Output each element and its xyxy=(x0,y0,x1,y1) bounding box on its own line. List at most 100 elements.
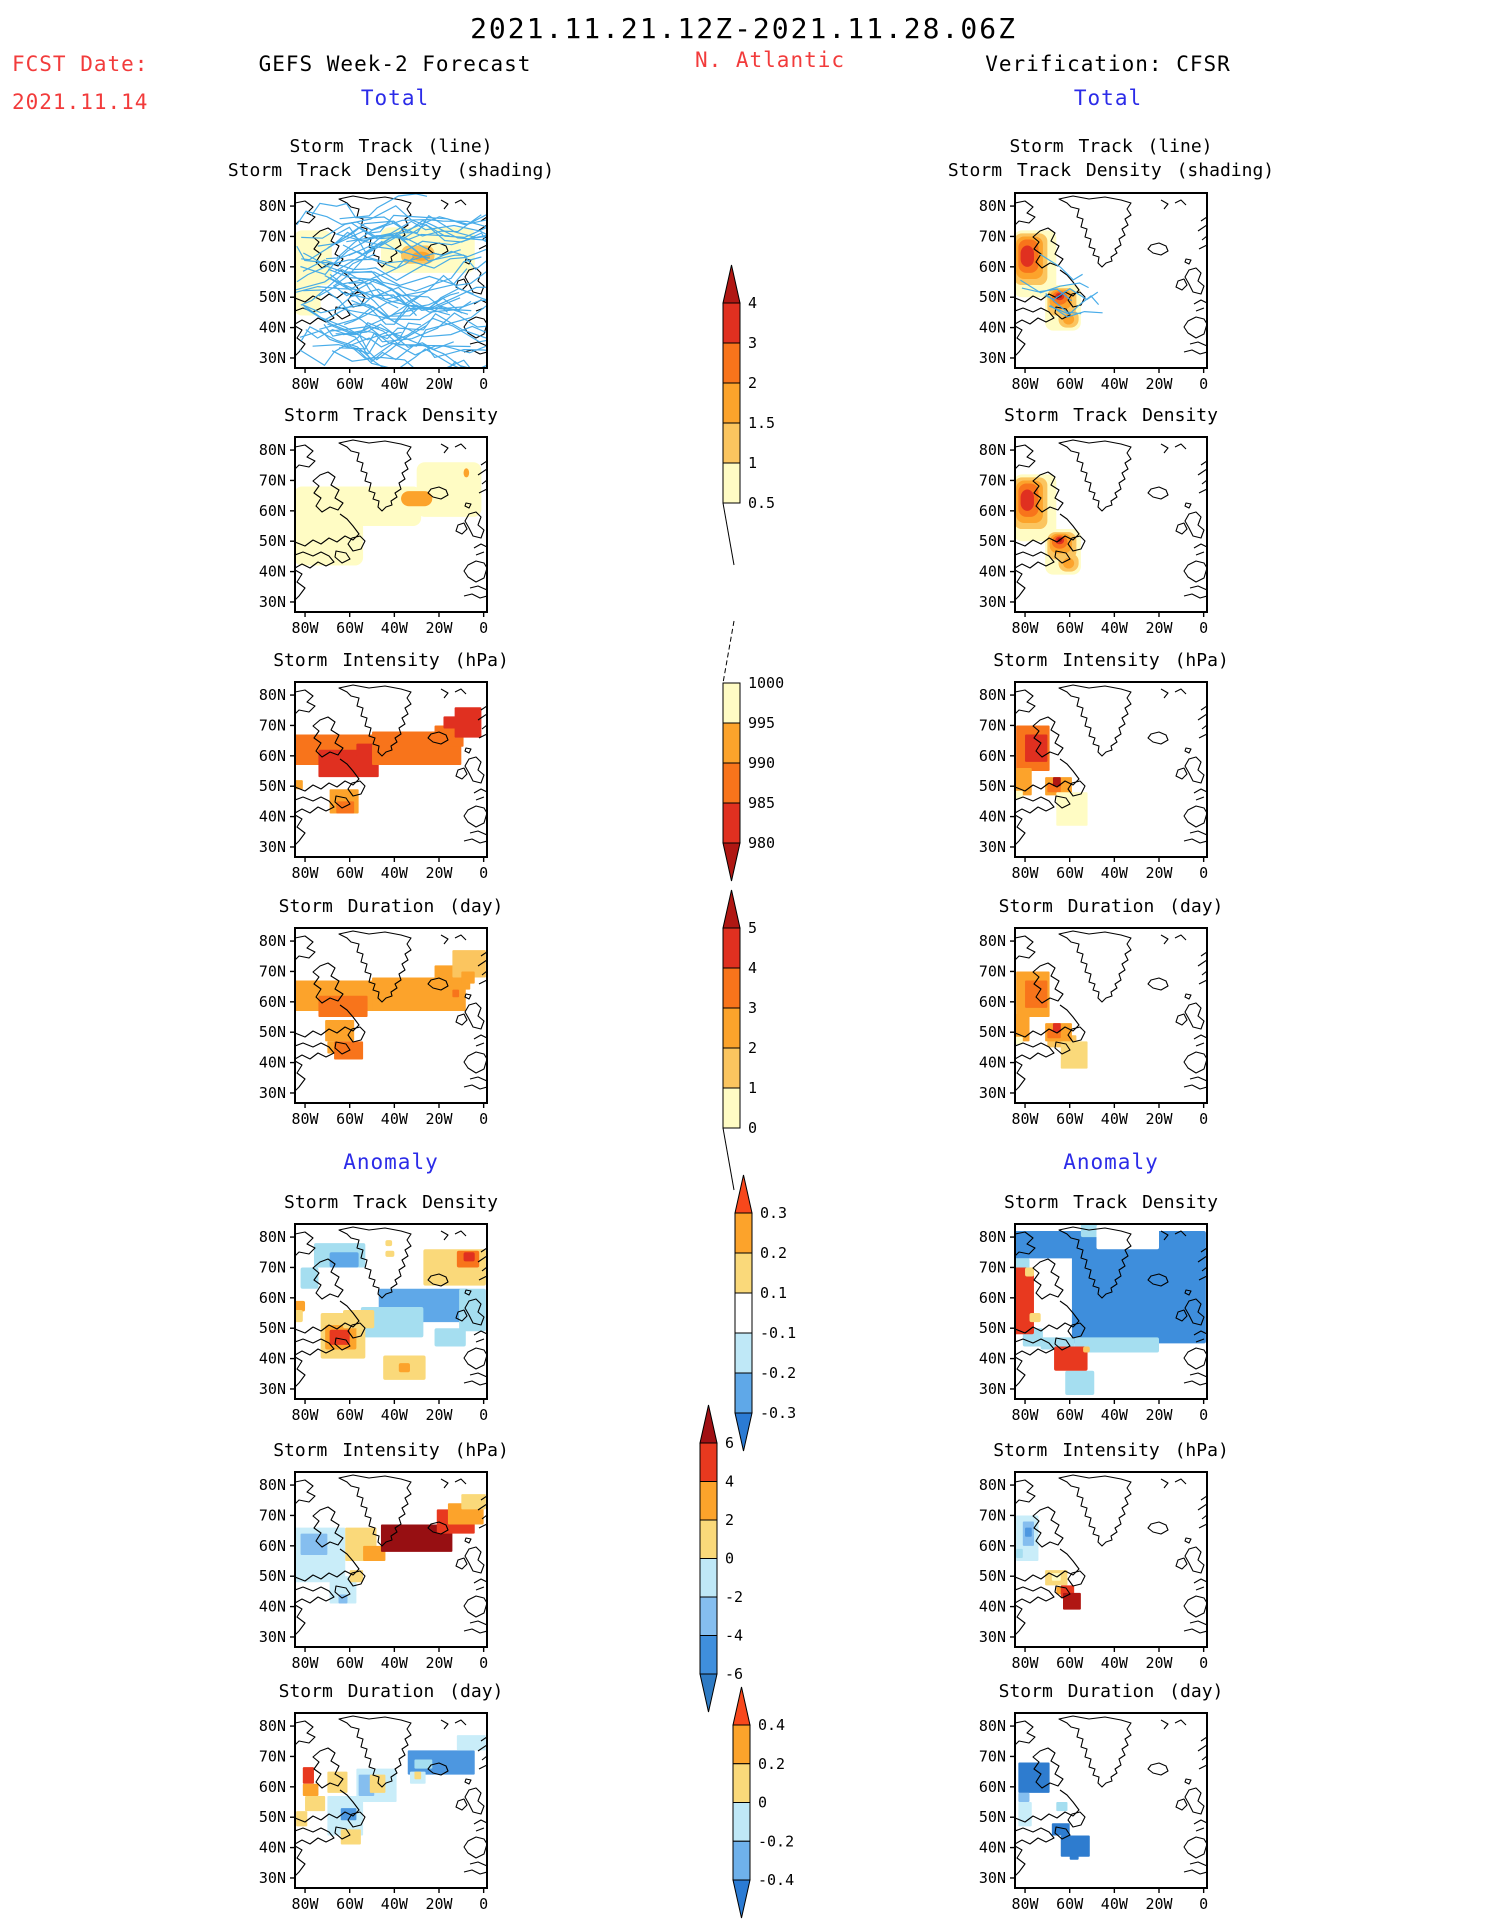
lat-tick-label: 80N xyxy=(979,1717,1006,1735)
shading-cell xyxy=(456,1735,486,1751)
shading-cell xyxy=(1025,1267,1034,1277)
shading-cell xyxy=(1060,1835,1090,1857)
lat-tick-label: 50N xyxy=(979,1319,1006,1337)
lat-tick-label: 60N xyxy=(259,993,286,1011)
colorbar-segment xyxy=(699,1635,718,1675)
lon-tick-label: 20W xyxy=(425,1406,453,1424)
colorbar-segment xyxy=(722,762,741,804)
colorbar-label: -0.1 xyxy=(760,1324,796,1342)
colorbar-label: 0.2 xyxy=(758,1755,785,1773)
shading-cell xyxy=(1015,1267,1034,1335)
shading-cell xyxy=(1063,1592,1081,1610)
shading-cell xyxy=(295,519,364,566)
map-frame xyxy=(294,1712,488,1889)
map-canvas xyxy=(295,439,487,601)
section-total-left: Total xyxy=(360,86,430,110)
colorbar-label: -6 xyxy=(725,1665,743,1683)
colorbar-label: 0 xyxy=(725,1550,734,1568)
shading-cell xyxy=(1015,1036,1023,1045)
colorbar-arrow-up xyxy=(722,889,741,929)
shading-cell xyxy=(1056,792,1088,826)
lon-tick-label: 60W xyxy=(1056,1895,1084,1913)
lat-tick-label: 70N xyxy=(259,1506,286,1524)
colorbar-segment xyxy=(722,382,741,424)
map-canvas xyxy=(1015,1474,1207,1636)
shading-cell xyxy=(416,462,482,517)
map-l1: 80N 70N 60N 50N 40N 30N 80W 60W 40W 20W 0 xyxy=(259,192,488,393)
storm-tracks xyxy=(295,193,487,368)
map-r5: 80N 70N 60N 50N 40N 30N 80W 60W 40W 20W 0 xyxy=(979,1223,1208,1424)
lon-tick-label: 40W xyxy=(1101,1406,1129,1424)
lon-tick-label: 80W xyxy=(291,1110,319,1128)
lon-tick-label: 60W xyxy=(336,375,364,393)
lon-tick-label: 0 xyxy=(1199,1895,1208,1913)
lat-tick-label: 30N xyxy=(979,1628,1006,1646)
colorbar-segment xyxy=(732,1763,751,1803)
coastline xyxy=(1015,930,1207,1092)
map-canvas xyxy=(1015,439,1207,601)
lon-tick-label: 0 xyxy=(479,375,488,393)
storm-tracks xyxy=(1020,253,1103,318)
lat-tick-label: 30N xyxy=(259,838,286,856)
panel-title: Storm Track Density xyxy=(1004,1192,1218,1213)
shading-cell xyxy=(452,950,486,978)
colorbar-label: 2 xyxy=(748,1039,757,1057)
colorbar-label: 0.4 xyxy=(758,1716,785,1734)
lon-tick-label: 0 xyxy=(479,864,488,882)
section-anomaly-left: Anomaly xyxy=(343,1150,439,1174)
map-canvas xyxy=(1015,1715,1207,1877)
map-l4: 80N 70N 60N 50N 40N 30N 80W 60W 40W 20W 0 xyxy=(259,927,488,1128)
colorbar-label: 1.5 xyxy=(748,414,775,432)
map-frame xyxy=(294,1471,488,1648)
shading-cell xyxy=(360,1306,424,1338)
lon-tick-label: 0 xyxy=(479,1895,488,1913)
lat-tick-label: 60N xyxy=(259,502,286,520)
colorbar-label: 990 xyxy=(748,754,775,772)
lon-tick-label: 0 xyxy=(479,1110,488,1128)
lon-tick-label: 0 xyxy=(479,1406,488,1424)
colorbar-arrow-down xyxy=(699,1673,718,1713)
lat-tick-label: 80N xyxy=(259,932,286,950)
shading-cell xyxy=(461,971,475,984)
colorbar-segment xyxy=(722,802,741,844)
lon-tick-label: 60W xyxy=(336,1406,364,1424)
lon-tick-label: 60W xyxy=(1056,1406,1084,1424)
lat-tick-label: 70N xyxy=(259,227,286,245)
map-frame xyxy=(294,192,488,369)
shading-cell xyxy=(414,1771,422,1780)
colorbar-label: 0 xyxy=(758,1794,767,1812)
map-frame xyxy=(294,436,488,613)
shading-cell xyxy=(295,486,422,527)
colorbar-label: 2 xyxy=(748,374,757,392)
shading-cell xyxy=(398,1363,410,1373)
colorbar-tail xyxy=(722,620,735,684)
lat-tick-label: 50N xyxy=(259,1319,286,1337)
lon-tick-label: 20W xyxy=(425,1654,453,1672)
colorbar-label: 3 xyxy=(748,999,757,1017)
lat-tick-label: 70N xyxy=(259,962,286,980)
map-r6: 80N 70N 60N 50N 40N 30N 80W 60W 40W 20W 0 xyxy=(979,1471,1208,1672)
lat-tick-label: 30N xyxy=(979,349,1006,367)
colorbar-segment xyxy=(732,1802,751,1842)
lat-tick-label: 40N xyxy=(259,1839,286,1857)
shading-cell xyxy=(343,1309,375,1329)
colorbar-label: -0.2 xyxy=(758,1832,794,1850)
lat-tick-label: 80N xyxy=(979,1476,1006,1494)
shading-cell xyxy=(318,995,368,1018)
colorbar-segment xyxy=(734,1372,753,1414)
lat-tick-label: 40N xyxy=(259,319,286,337)
lat-tick-label: 80N xyxy=(259,1228,286,1246)
shading-cell xyxy=(296,1811,308,1827)
panel-title: Storm Track Density xyxy=(1004,405,1218,426)
shading-cell xyxy=(1052,777,1061,787)
lat-tick-label: 40N xyxy=(259,1350,286,1368)
lon-tick-label: 20W xyxy=(425,375,453,393)
map-frame xyxy=(1014,192,1208,369)
lat-tick-label: 70N xyxy=(979,962,1006,980)
shading-cell xyxy=(1071,1230,1206,1344)
shading-cell xyxy=(302,1767,314,1784)
section-anomaly-right: Anomaly xyxy=(1063,1150,1159,1174)
lat-tick-label: 80N xyxy=(259,1476,286,1494)
lat-tick-label: 70N xyxy=(979,716,1006,734)
